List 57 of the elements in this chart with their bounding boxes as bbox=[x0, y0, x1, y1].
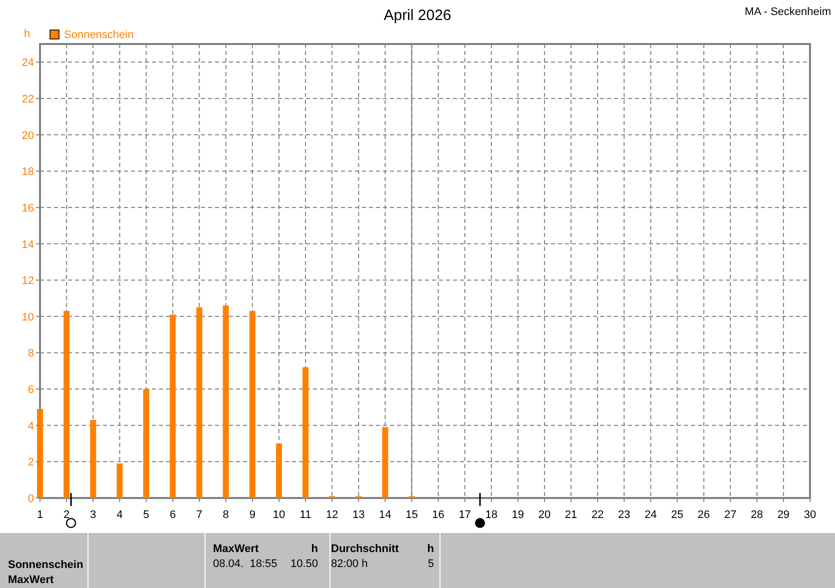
x-tick-label: 23 bbox=[618, 509, 630, 521]
x-tick-label: 28 bbox=[750, 509, 764, 521]
x-tick-label: 9 bbox=[249, 509, 256, 521]
x-tick-label: 4 bbox=[116, 509, 123, 521]
x-tick-label: 24 bbox=[644, 509, 657, 521]
x-tick-label: 7 bbox=[196, 509, 202, 521]
text: 82:00 h bbox=[331, 558, 368, 570]
x-tick-label: 2 bbox=[63, 509, 70, 521]
y-tick-label: 20 bbox=[22, 130, 34, 142]
x-tick-label: 29 bbox=[777, 509, 790, 521]
y-tick-label: 6 bbox=[28, 384, 34, 396]
y-tick-label: 4 bbox=[28, 420, 34, 432]
x-tick-label: 3 bbox=[90, 509, 96, 521]
x-tick-label: 22 bbox=[591, 509, 604, 521]
x-tick-label: 6 bbox=[170, 509, 176, 521]
x-tick-label: 11 bbox=[300, 509, 312, 521]
chart-title: April 2026 bbox=[384, 7, 452, 24]
x-tick-label: 1 bbox=[36, 509, 44, 521]
y-tick-label: 18 bbox=[22, 166, 34, 178]
x-tick-label: 14 bbox=[379, 509, 392, 521]
text: h bbox=[311, 543, 318, 555]
x-tick-label: 21 bbox=[564, 509, 578, 521]
y-axis-title: h bbox=[24, 28, 30, 40]
x-tick-label: 13 bbox=[352, 509, 365, 521]
text: MaxWert bbox=[213, 543, 259, 555]
y-tick-label: 16 bbox=[22, 202, 34, 214]
text: 5 bbox=[428, 558, 434, 570]
text: MaxWert bbox=[8, 574, 54, 586]
y-tick-label: 12 bbox=[22, 275, 34, 288]
x-tick-label: 26 bbox=[698, 509, 710, 521]
y-tick-label: 8 bbox=[28, 348, 34, 360]
chart-subtitle: MA - Seckenheim bbox=[744, 6, 831, 18]
x-tick-label: 27 bbox=[724, 509, 736, 521]
text: 10.50 bbox=[290, 558, 318, 570]
x-tick-label: 8 bbox=[222, 509, 229, 521]
x-tick-label: 25 bbox=[671, 509, 684, 521]
x-tick-label: 30 bbox=[804, 509, 816, 521]
x-tick-label: 5 bbox=[143, 509, 150, 521]
y-tick-label: 0 bbox=[28, 493, 34, 505]
x-tick-label: 16 bbox=[432, 509, 444, 521]
y-tick-label: 10 bbox=[22, 311, 34, 324]
x-tick-label: 10 bbox=[272, 509, 286, 521]
y-tick-label: 14 bbox=[22, 238, 34, 251]
x-tick-label: 18 bbox=[485, 509, 498, 521]
text: Durchschnitt bbox=[331, 543, 400, 555]
y-tick-label: 2 bbox=[28, 456, 34, 469]
text: 08.04. 18:55 bbox=[213, 558, 278, 570]
x-tick-label: 20 bbox=[538, 509, 551, 521]
text: Sonnenschein bbox=[8, 559, 84, 571]
y-tick-label: 22 bbox=[22, 93, 34, 106]
x-tick-label: 15 bbox=[406, 509, 418, 521]
x-tick-label: 19 bbox=[512, 509, 524, 521]
y-tick-label: 24 bbox=[22, 57, 34, 70]
x-tick-label: 12 bbox=[326, 509, 338, 521]
x-tick-label: 17 bbox=[458, 509, 471, 521]
text: h bbox=[427, 543, 434, 555]
legend-label: Sonnenschein bbox=[64, 29, 134, 41]
